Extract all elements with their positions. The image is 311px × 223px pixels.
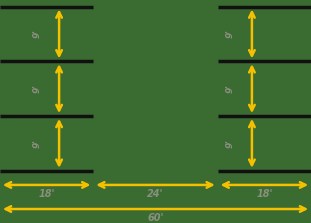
Text: 9': 9' [226, 29, 234, 38]
Text: 9': 9' [226, 84, 234, 93]
Text: 9': 9' [226, 139, 234, 148]
Text: 9': 9' [33, 29, 42, 38]
Text: 9': 9' [33, 139, 42, 148]
Text: 9': 9' [33, 84, 42, 93]
Text: 24': 24' [147, 189, 164, 199]
Text: 18': 18' [256, 189, 273, 199]
Text: 18': 18' [38, 189, 55, 199]
Text: 60': 60' [147, 213, 164, 223]
